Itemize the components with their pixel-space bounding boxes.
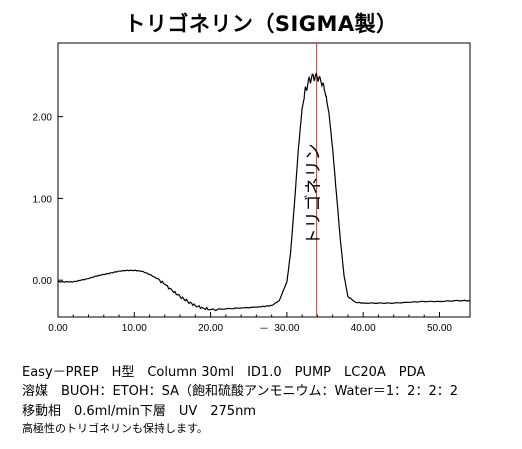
y-axis-ticks: 0.00 1.00 2.00 bbox=[33, 113, 63, 287]
x-tick-label: 30.00 bbox=[274, 323, 299, 334]
plot-area-frame bbox=[57, 42, 471, 318]
x-tick-label: 20.00 bbox=[198, 323, 223, 334]
x-axis-mark: － bbox=[259, 324, 269, 335]
chart-title: トリゴネリン（SIGMA製） bbox=[124, 12, 398, 36]
x-tick-label: 10.00 bbox=[122, 323, 147, 334]
y-tick-label: 0.00 bbox=[33, 276, 53, 287]
note-text: 高極性のトリゴネリンも保持します。 bbox=[22, 422, 208, 435]
peak-label-trigonelline: トリゴネリン bbox=[303, 143, 324, 245]
y-tick-label: 2.00 bbox=[33, 113, 53, 124]
conditions-line-1: Easy－PREP H型 Column 30ml ID1.0 PUMP LC20… bbox=[22, 365, 426, 380]
conditions-line-3: 移動相 0.6ml/min下層 UV 275nm bbox=[22, 404, 256, 419]
x-tick-label: 0.00 bbox=[48, 323, 68, 334]
series-line-chromatogram bbox=[57, 72, 471, 312]
x-axis-ticks: 0.00 10.00 20.00 30.00 40.00 50.00 bbox=[48, 312, 452, 334]
x-tick-label: 40.00 bbox=[351, 323, 376, 334]
conditions-line-2: 溶媒 BUOH：ETOH：SA（飽和硫酸アンモニウム：Water＝1：2：2：2 bbox=[22, 384, 458, 399]
y-tick-label: 1.00 bbox=[33, 194, 53, 205]
x-tick-label: 50.00 bbox=[427, 323, 452, 334]
